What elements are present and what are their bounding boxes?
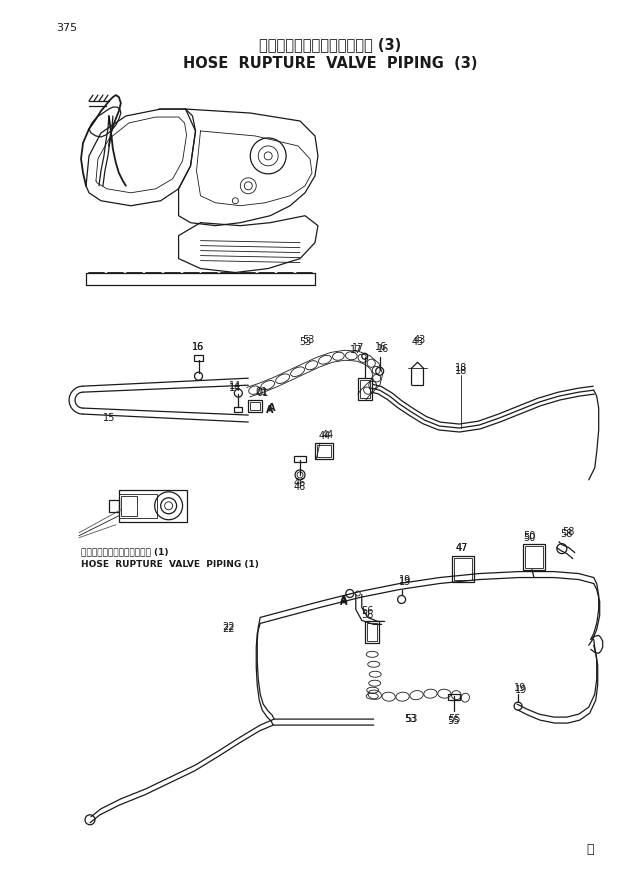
Text: 18: 18 bbox=[455, 366, 467, 376]
Bar bbox=[358, 378, 372, 400]
Text: 15: 15 bbox=[103, 413, 115, 423]
Bar bbox=[250, 402, 260, 410]
Text: 01: 01 bbox=[255, 387, 267, 397]
Text: Ⓜ: Ⓜ bbox=[586, 843, 593, 856]
Text: 14: 14 bbox=[229, 383, 241, 393]
Text: 46: 46 bbox=[294, 478, 306, 488]
Text: 43: 43 bbox=[414, 335, 426, 346]
Bar bbox=[294, 456, 306, 462]
Bar bbox=[360, 380, 370, 398]
Bar bbox=[365, 622, 379, 643]
Text: 44: 44 bbox=[322, 430, 334, 440]
Text: 47: 47 bbox=[455, 543, 467, 553]
Text: ホースラプチャーバルブ配管 (1): ホースラプチャーバルブ配管 (1) bbox=[81, 547, 169, 557]
Text: 19: 19 bbox=[399, 574, 412, 585]
Text: 19: 19 bbox=[515, 685, 527, 695]
Bar bbox=[121, 496, 137, 516]
Text: ホースラプチャーバルブ配管 (3): ホースラプチャーバルブ配管 (3) bbox=[259, 37, 401, 52]
Text: 53: 53 bbox=[302, 335, 314, 346]
Text: 47: 47 bbox=[455, 543, 467, 553]
Text: 56: 56 bbox=[361, 610, 374, 621]
Text: 01: 01 bbox=[256, 388, 268, 398]
Text: 19: 19 bbox=[399, 576, 412, 587]
Bar bbox=[315, 443, 333, 459]
Bar bbox=[367, 623, 377, 642]
Text: 16: 16 bbox=[192, 342, 205, 353]
Bar bbox=[454, 558, 472, 580]
Text: 22: 22 bbox=[222, 622, 234, 632]
Text: 58: 58 bbox=[562, 526, 575, 537]
Text: 50: 50 bbox=[523, 533, 535, 543]
Bar bbox=[109, 500, 119, 512]
Bar bbox=[193, 355, 203, 361]
Text: 50: 50 bbox=[523, 531, 535, 540]
Text: 43: 43 bbox=[412, 337, 423, 347]
Text: 53: 53 bbox=[404, 714, 417, 724]
Text: 46: 46 bbox=[294, 482, 306, 491]
Text: 14: 14 bbox=[229, 382, 241, 391]
Bar bbox=[248, 400, 262, 412]
Text: 44: 44 bbox=[319, 431, 331, 441]
Text: HOSE  RUPTURE  VALVE  PIPING (1): HOSE RUPTURE VALVE PIPING (1) bbox=[81, 560, 259, 568]
Bar bbox=[523, 544, 545, 569]
Bar bbox=[119, 494, 157, 518]
Text: 22: 22 bbox=[222, 624, 234, 635]
Bar bbox=[317, 445, 331, 457]
Text: 18: 18 bbox=[455, 363, 467, 374]
Text: 56: 56 bbox=[361, 607, 374, 616]
Text: 55: 55 bbox=[448, 714, 461, 724]
Text: A: A bbox=[340, 595, 348, 606]
Bar bbox=[453, 555, 474, 581]
Text: 16: 16 bbox=[376, 344, 389, 354]
Text: 53: 53 bbox=[405, 714, 418, 724]
Text: A: A bbox=[340, 597, 348, 608]
Text: A: A bbox=[268, 403, 276, 413]
Text: 16: 16 bbox=[374, 342, 387, 353]
Bar bbox=[119, 490, 187, 522]
Text: 19: 19 bbox=[514, 684, 526, 693]
Bar bbox=[234, 407, 242, 412]
Text: A: A bbox=[267, 405, 274, 415]
Text: 58: 58 bbox=[560, 529, 573, 539]
Text: 17: 17 bbox=[352, 343, 364, 354]
Bar bbox=[525, 546, 543, 567]
Text: HOSE  RUPTURE  VALVE  PIPING  (3): HOSE RUPTURE VALVE PIPING (3) bbox=[183, 56, 477, 71]
Text: 375: 375 bbox=[56, 24, 78, 33]
Text: 53: 53 bbox=[299, 337, 311, 347]
Text: 16: 16 bbox=[192, 342, 205, 353]
Text: 17: 17 bbox=[350, 346, 362, 355]
Text: 55: 55 bbox=[447, 716, 459, 726]
Bar bbox=[448, 694, 460, 700]
